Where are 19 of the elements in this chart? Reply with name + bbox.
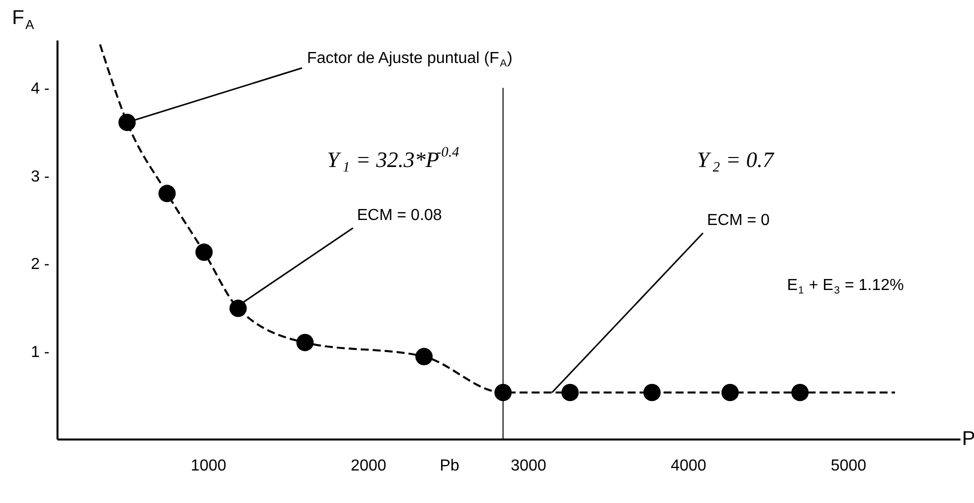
- y-tick-label: 1 -: [30, 344, 50, 361]
- y-tick-label: 2 -: [30, 256, 50, 274]
- x-tick-label: 4000: [670, 458, 706, 474]
- annotation: ECM = 0: [707, 212, 770, 229]
- x-tick-label: 1000: [190, 458, 226, 474]
- point: [195, 244, 213, 261]
- point: [415, 348, 433, 366]
- y-tick-label: 4 -: [30, 80, 50, 98]
- point: [561, 384, 579, 402]
- x-tick-label: 5000: [830, 458, 866, 474]
- x-tick-label: 2000: [350, 458, 386, 474]
- annotation: ECM = 0.08: [357, 207, 442, 224]
- x-tick-label: 3000: [510, 458, 546, 474]
- point: [791, 384, 809, 402]
- point: [296, 334, 314, 352]
- y-tick-label: 3 -: [30, 168, 50, 186]
- point: [721, 384, 739, 402]
- x-tick-label: Pb: [440, 458, 460, 474]
- x-axis-title: P: [962, 428, 974, 450]
